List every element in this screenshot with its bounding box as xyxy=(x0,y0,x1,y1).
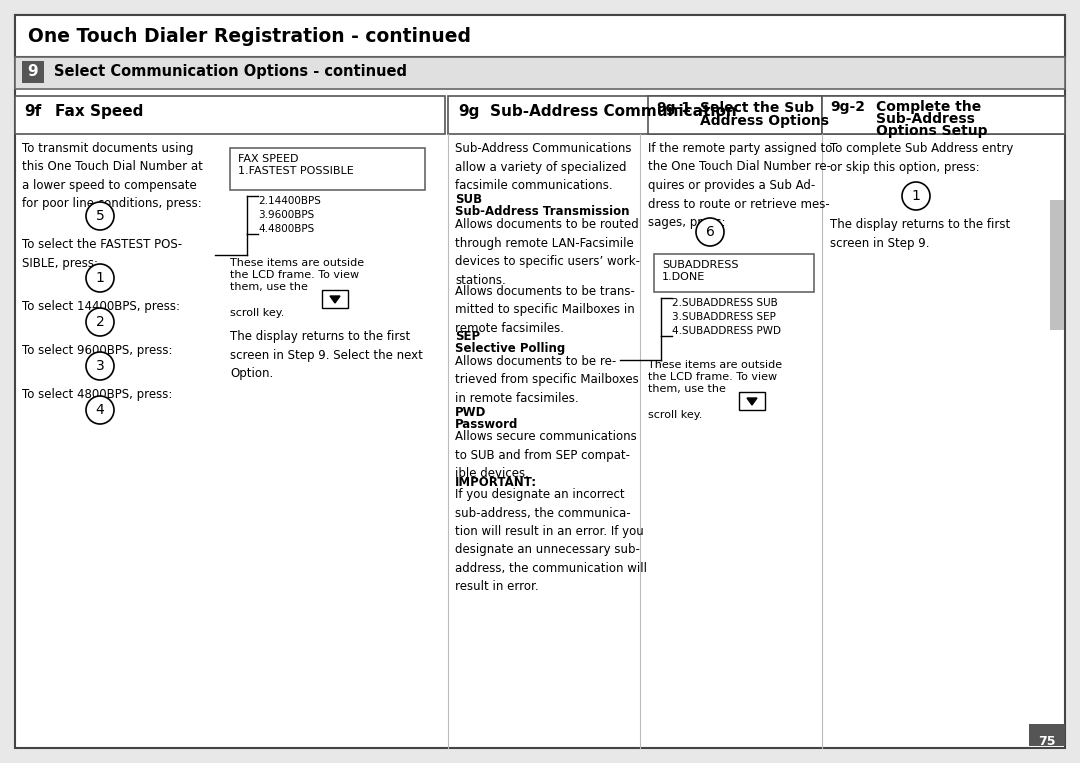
Circle shape xyxy=(902,182,930,210)
Text: 1.FASTEST POSSIBLE: 1.FASTEST POSSIBLE xyxy=(238,166,354,176)
Text: 5: 5 xyxy=(96,209,105,223)
Text: IMPORTANT:: IMPORTANT: xyxy=(455,476,537,489)
Bar xyxy=(448,96,1065,134)
Text: Sub-Address Communication: Sub-Address Communication xyxy=(490,104,737,119)
Text: the LCD frame. To view: the LCD frame. To view xyxy=(648,372,778,382)
Text: Address Options: Address Options xyxy=(700,114,829,128)
Text: 1: 1 xyxy=(912,189,920,203)
Text: Allows documents to be re-
trieved from specific Mailboxes
in remote facsimiles.: Allows documents to be re- trieved from … xyxy=(455,355,638,405)
Text: 1.DONE: 1.DONE xyxy=(662,272,705,282)
Bar xyxy=(654,254,814,292)
Text: The display returns to the first
screen in Step 9. Select the next
Option.: The display returns to the first screen … xyxy=(230,330,423,380)
Text: Options Setup: Options Setup xyxy=(876,124,987,138)
Text: To transmit documents using
this One Touch Dial Number at
a lower speed to compe: To transmit documents using this One Tou… xyxy=(22,142,203,211)
Text: 4.SUBADDRESS PWD: 4.SUBADDRESS PWD xyxy=(672,326,781,336)
Text: scroll key.: scroll key. xyxy=(230,308,284,318)
Text: 9g: 9g xyxy=(458,104,480,119)
Text: scroll key.: scroll key. xyxy=(648,410,702,420)
Text: Complete the: Complete the xyxy=(876,100,982,114)
Circle shape xyxy=(86,308,114,336)
Text: 1: 1 xyxy=(95,271,105,285)
Text: Sub-Address Communications
allow a variety of specialized
facsimile communicatio: Sub-Address Communications allow a varie… xyxy=(455,142,632,192)
Polygon shape xyxy=(747,398,757,405)
Text: SUBADDRESS: SUBADDRESS xyxy=(662,260,739,270)
Text: Select Communication Options - continued: Select Communication Options - continued xyxy=(54,64,407,79)
Text: 9g-2: 9g-2 xyxy=(831,100,865,114)
Text: Allows documents to be trans-
mitted to specific Mailboxes in
remote facsimiles.: Allows documents to be trans- mitted to … xyxy=(455,285,635,335)
Text: 3.SUBADDRESS SEP: 3.SUBADDRESS SEP xyxy=(672,312,775,322)
Text: Selective Polling: Selective Polling xyxy=(455,342,565,355)
Text: 75: 75 xyxy=(1038,735,1056,748)
Bar xyxy=(15,15,1065,57)
Text: Allows secure communications
to SUB and from SEP compat-
ible devices.: Allows secure communications to SUB and … xyxy=(455,430,637,480)
Bar xyxy=(322,290,348,308)
Bar xyxy=(230,148,426,190)
Text: SEP: SEP xyxy=(455,330,481,343)
Text: PWD: PWD xyxy=(455,406,486,419)
Text: Select the Sub: Select the Sub xyxy=(700,101,814,115)
Bar xyxy=(22,61,44,83)
Text: Sub-Address Transmission: Sub-Address Transmission xyxy=(455,205,630,218)
Circle shape xyxy=(86,202,114,230)
Text: 6: 6 xyxy=(705,225,715,239)
Bar xyxy=(822,96,1065,134)
Bar xyxy=(1029,724,1065,746)
Text: Sub-Address: Sub-Address xyxy=(876,112,975,126)
Text: To select 14400BPS, press:: To select 14400BPS, press: xyxy=(22,300,180,313)
Circle shape xyxy=(86,352,114,380)
Text: 4.4800BPS: 4.4800BPS xyxy=(258,224,314,234)
Text: Password: Password xyxy=(455,418,518,431)
Text: These items are outside: These items are outside xyxy=(230,258,364,268)
Text: 2.SUBADDRESS SUB: 2.SUBADDRESS SUB xyxy=(672,298,778,308)
Bar xyxy=(15,57,1065,89)
Text: Allows documents to be routed
through remote LAN-Facsimile
devices to specific u: Allows documents to be routed through re… xyxy=(455,218,640,286)
Text: 2.14400BPS: 2.14400BPS xyxy=(258,196,321,206)
Text: FAX SPEED: FAX SPEED xyxy=(238,154,298,164)
Circle shape xyxy=(86,264,114,292)
Text: One Touch Dialer Registration - continued: One Touch Dialer Registration - continue… xyxy=(28,27,471,46)
Text: If the remote party assigned to
the One Touch Dial Number re-
quires or provides: If the remote party assigned to the One … xyxy=(648,142,833,229)
Bar xyxy=(1050,200,1064,330)
Text: the LCD frame. To view: the LCD frame. To view xyxy=(230,270,360,280)
Polygon shape xyxy=(330,296,340,303)
Circle shape xyxy=(86,396,114,424)
Text: them, use the: them, use the xyxy=(230,282,308,292)
Text: Fax Speed: Fax Speed xyxy=(55,104,144,119)
Text: 4: 4 xyxy=(96,403,105,417)
Text: 9g-1: 9g-1 xyxy=(656,101,691,115)
Text: To select the FASTEST POS-
SIBLE, press:: To select the FASTEST POS- SIBLE, press: xyxy=(22,238,183,269)
Text: The display returns to the first
screen in Step 9.: The display returns to the first screen … xyxy=(831,218,1010,250)
Text: 2: 2 xyxy=(96,315,105,329)
Text: To select 9600BPS, press:: To select 9600BPS, press: xyxy=(22,344,173,357)
Text: SUB: SUB xyxy=(455,193,482,206)
Text: These items are outside: These items are outside xyxy=(648,360,782,370)
Text: 3: 3 xyxy=(96,359,105,373)
Text: 9f: 9f xyxy=(24,104,41,119)
Bar xyxy=(739,392,765,410)
Text: 3.9600BPS: 3.9600BPS xyxy=(258,210,314,220)
Text: 9: 9 xyxy=(28,64,38,79)
Text: If you designate an incorrect
sub-address, the communica-
tion will result in an: If you designate an incorrect sub-addres… xyxy=(455,488,647,594)
Text: To complete Sub Address entry
or skip this option, press:: To complete Sub Address entry or skip th… xyxy=(831,142,1013,173)
Bar xyxy=(648,96,822,134)
Circle shape xyxy=(696,218,724,246)
Bar xyxy=(15,96,445,134)
Text: To select 4800BPS, press:: To select 4800BPS, press: xyxy=(22,388,173,401)
Text: them, use the: them, use the xyxy=(648,384,726,394)
